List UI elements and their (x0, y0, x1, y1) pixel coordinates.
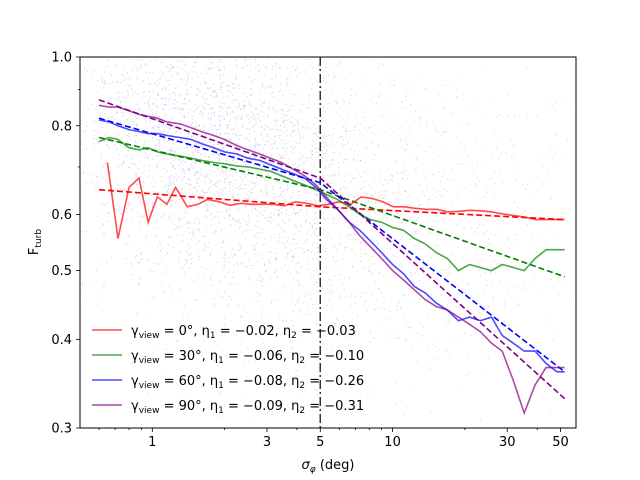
y-tick-label: 0.4 (51, 333, 72, 348)
x-tick-label: 3 (263, 435, 271, 450)
x-tick-label: 5 (316, 435, 324, 450)
series-line-0 (106, 162, 565, 239)
series-line-1 (98, 136, 565, 272)
scatter-cloud (80, 57, 575, 421)
x-axis: 1 3 5 10 30 50 (98, 428, 569, 450)
x-tick-label: 10 (384, 435, 401, 450)
scatter-points-0 (84, 57, 575, 421)
series-line-2 (98, 119, 565, 373)
x-axis-label: σφ (deg) (302, 458, 355, 475)
legend-entry-1: γview = 30°, η1 = −0.06, η2 = −0.10 (131, 349, 364, 366)
y-tick-label: 1.0 (51, 51, 72, 66)
legend-entry-3: γview = 90°, η1 = −0.09, η2 = −0.31 (131, 399, 364, 416)
y-tick-label: 0.5 (51, 264, 72, 279)
plot-frame (79, 56, 577, 429)
legend: γview = 0°, η1 = −0.02, η2 = −0.03 γview … (92, 324, 364, 416)
x-tick-label: 50 (552, 435, 569, 450)
y-tick-label: 0.8 (51, 119, 72, 134)
y-tick-label: 0.3 (51, 422, 72, 437)
x-tick-label: 30 (499, 435, 516, 450)
scatter-points-3 (80, 57, 432, 414)
y-axis: 0.3 0.4 0.5 0.6 0.8 1.0 (51, 51, 80, 437)
series-line-3 (98, 104, 565, 416)
fit-line-2 (98, 117, 566, 373)
series-lines (98, 104, 565, 416)
y-tick-label: 0.6 (51, 208, 72, 223)
fit-line-3 (98, 99, 566, 400)
y-axis-label: Fturb (27, 229, 44, 255)
legend-entry-2: γview = 60°, η1 = −0.08, η2 = −0.26 (131, 374, 364, 391)
fit-line-0 (98, 188, 565, 221)
legend-entry-0: γview = 0°, η1 = −0.02, η2 = −0.03 (131, 324, 356, 341)
x-tick-label: 1 (148, 435, 156, 450)
